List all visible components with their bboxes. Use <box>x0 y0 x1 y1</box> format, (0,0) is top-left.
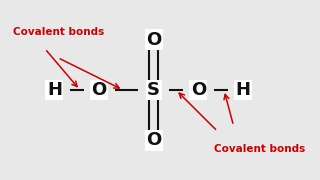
Text: H: H <box>236 81 251 99</box>
Text: H: H <box>47 81 62 99</box>
Text: O: O <box>92 81 107 99</box>
Text: O: O <box>146 131 161 149</box>
Text: S: S <box>147 81 160 99</box>
Text: O: O <box>146 31 161 49</box>
Text: Covalent bonds: Covalent bonds <box>13 27 104 37</box>
Text: Covalent bonds: Covalent bonds <box>214 144 306 154</box>
Text: O: O <box>191 81 206 99</box>
